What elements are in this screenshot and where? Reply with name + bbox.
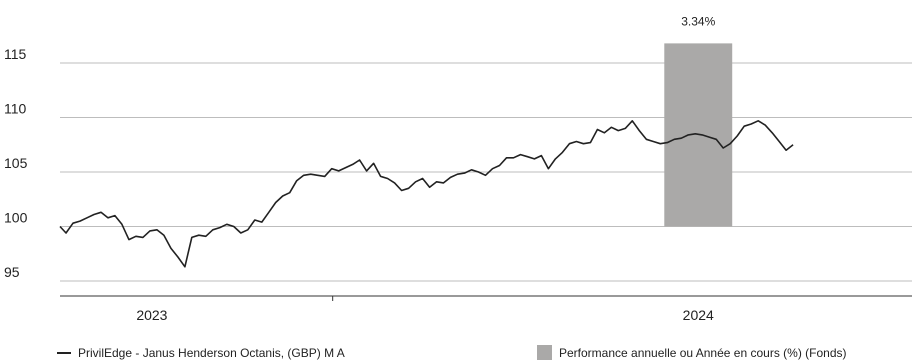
y-tick-label-105: 105 [4,155,28,171]
x-tick-label-2023: 2023 [136,307,167,323]
y-tick-label-110: 110 [4,101,27,117]
series-lines [59,120,794,268]
gridlines: 95 100 105 110 115 [4,46,912,282]
legend-label-performance: Performance annuelle ou Année en cours (… [559,346,847,360]
x-tick-label-2024: 2024 [683,307,714,323]
series-line-0 [59,120,794,268]
y-tick-label-95: 95 [4,264,20,280]
legend-marker-square [537,345,552,360]
y-tick-label-100: 100 [4,210,28,226]
x-axis: 2023 2024 [60,295,912,323]
legend: PrivilEdge - Janus Henderson Octanis, (G… [57,345,847,360]
performance-bar-label: 3.34% [681,14,715,28]
y-tick-label-115: 115 [4,46,27,62]
legend-label-series: PrivilEdge - Janus Henderson Octanis, (G… [78,346,345,360]
performance-bars: 3.34% [664,14,733,227]
